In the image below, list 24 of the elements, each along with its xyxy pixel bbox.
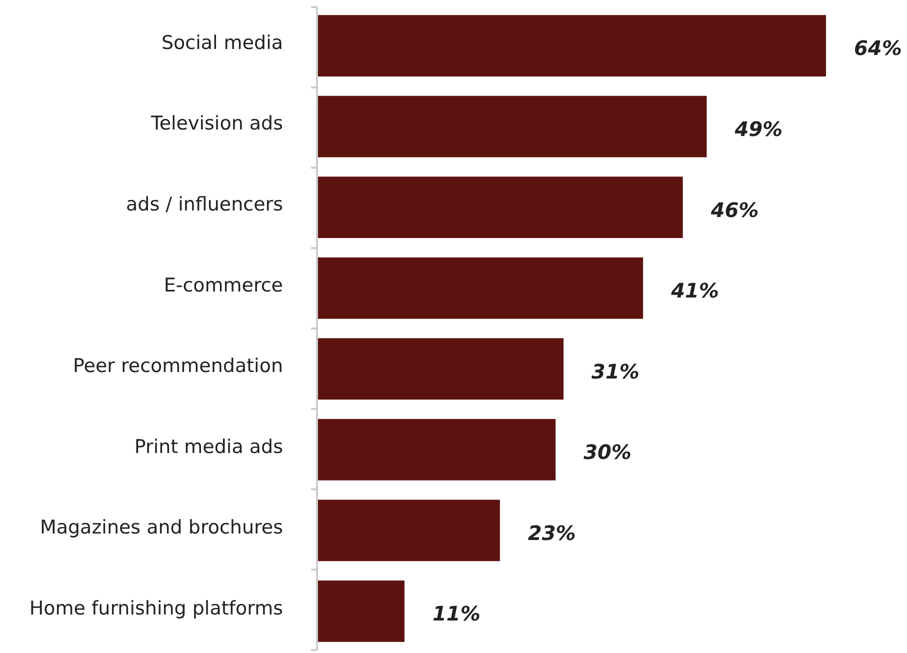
- data-label: 23%: [528, 520, 576, 545]
- bar: [317, 176, 683, 238]
- y-tick-label: Print media ads: [134, 436, 283, 458]
- y-tick-label: Magazines and brochures: [40, 516, 283, 539]
- data-label: 64%: [854, 36, 902, 60]
- data-label: 31%: [592, 359, 640, 384]
- data-label: 49%: [734, 117, 783, 142]
- y-tick-label: Home furnishing platforms: [29, 597, 283, 620]
- bar: [317, 257, 644, 319]
- data-label: 46%: [710, 198, 759, 222]
- data-label: 11%: [432, 602, 480, 626]
- y-tick-label: Television ads: [150, 112, 283, 135]
- bar: [317, 96, 707, 158]
- data-label: 41%: [670, 278, 719, 303]
- bar: [317, 580, 404, 642]
- bar: [317, 338, 564, 400]
- y-tick-label: Peer recommendation: [72, 355, 283, 378]
- data-label: 30%: [584, 440, 632, 464]
- y-tick-label: E-commerce: [164, 274, 283, 296]
- y-tick-label: Social media: [161, 32, 283, 54]
- bar: [317, 418, 556, 480]
- bar: [317, 500, 500, 562]
- y-tick-label: ads / influencers: [126, 194, 283, 216]
- bar: [317, 15, 826, 76]
